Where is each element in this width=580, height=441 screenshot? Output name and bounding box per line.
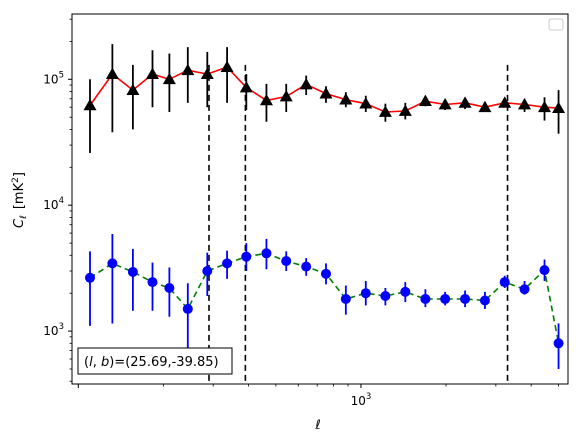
data-point bbox=[518, 98, 532, 110]
data-point bbox=[281, 256, 292, 267]
x-axis-label: ℓ bbox=[314, 418, 320, 433]
data-point bbox=[279, 89, 293, 102]
data-point bbox=[499, 277, 510, 288]
plot-content bbox=[83, 44, 566, 384]
data-point bbox=[83, 98, 97, 111]
data-point bbox=[552, 101, 566, 114]
data-point bbox=[539, 265, 550, 276]
data-point bbox=[519, 284, 530, 295]
data-point bbox=[553, 338, 564, 349]
data-point bbox=[107, 258, 118, 269]
data-point bbox=[222, 258, 233, 269]
data-point bbox=[261, 248, 272, 259]
data-point bbox=[538, 100, 552, 113]
data-point bbox=[301, 261, 312, 272]
data-point bbox=[164, 282, 175, 293]
data-point bbox=[418, 94, 432, 107]
data-point bbox=[440, 293, 451, 304]
data-point bbox=[299, 77, 313, 90]
data-point bbox=[84, 272, 95, 283]
data-point bbox=[105, 67, 119, 79]
data-point bbox=[359, 97, 373, 109]
plot-frame bbox=[71, 13, 569, 385]
data-point bbox=[241, 251, 252, 262]
data-point bbox=[458, 96, 472, 108]
legend-box bbox=[548, 18, 564, 31]
annotation-box bbox=[77, 347, 233, 375]
data-point bbox=[339, 93, 353, 105]
data-point bbox=[126, 83, 140, 96]
x-tick-label: 103 bbox=[351, 392, 372, 408]
data-point bbox=[162, 72, 176, 85]
data-point bbox=[398, 104, 412, 116]
data-point bbox=[200, 67, 214, 79]
data-point bbox=[182, 303, 193, 314]
data-point bbox=[320, 268, 331, 279]
data-point bbox=[438, 98, 452, 110]
y-tick-label: 105 bbox=[43, 70, 64, 86]
data-point bbox=[378, 105, 392, 117]
data-point bbox=[460, 293, 471, 304]
y-tick-label: 104 bbox=[43, 196, 64, 212]
data-point bbox=[479, 295, 490, 306]
data-point bbox=[420, 293, 431, 304]
data-point bbox=[181, 63, 195, 76]
data-point bbox=[360, 288, 371, 299]
data-point bbox=[145, 67, 159, 79]
data-point bbox=[340, 293, 351, 304]
data-point bbox=[220, 60, 234, 72]
data-point bbox=[202, 266, 213, 277]
data-point bbox=[380, 290, 391, 301]
data-point bbox=[319, 87, 333, 99]
y-axis-label: Cℓ[mK2] bbox=[11, 172, 29, 228]
data-point bbox=[127, 266, 138, 277]
y-tick-label: 103 bbox=[43, 322, 64, 338]
data-point bbox=[259, 93, 273, 106]
annotation-text: (l, b)=(25.69,-39.85) bbox=[84, 355, 219, 370]
data-point bbox=[239, 81, 253, 93]
data-point bbox=[498, 96, 512, 108]
data-point bbox=[478, 100, 492, 113]
data-point bbox=[400, 286, 411, 297]
data-point bbox=[147, 277, 158, 288]
